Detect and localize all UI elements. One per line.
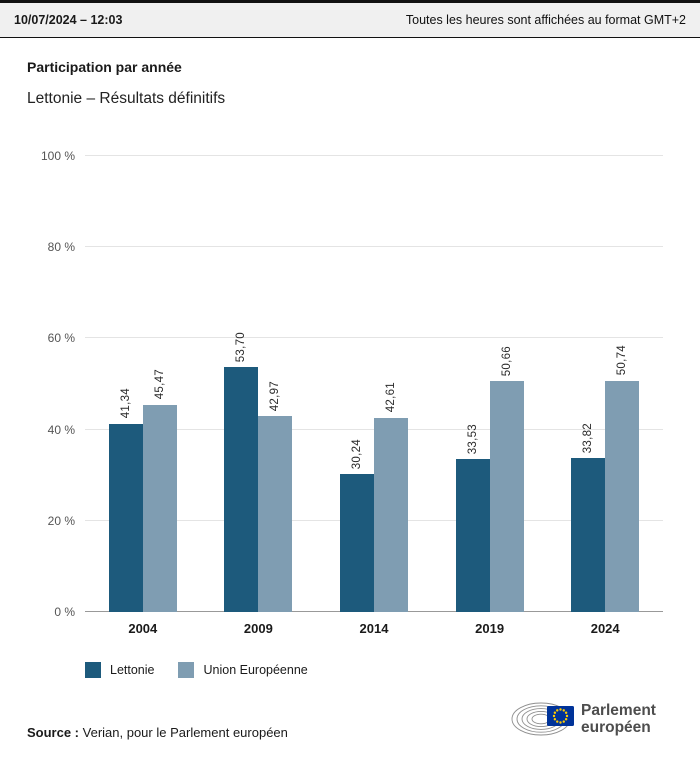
header-timezone-note: Toutes les heures sont affichées au form… [405, 13, 686, 27]
bar-value-label: 41,34 [119, 388, 132, 419]
bar-lettonie-2019 [455, 459, 490, 612]
legend-item-lettonie: Lettonie [85, 662, 154, 678]
source-text: Verian, pour le Parlement européen [82, 725, 288, 740]
x-axis-label-2004: 2004 [128, 621, 158, 636]
y-tick-label: 0 % [54, 605, 75, 619]
legend-label: Lettonie [110, 663, 155, 677]
bar-value-label: 30,24 [351, 438, 363, 470]
x-axis-label-2019: 2019 [475, 621, 505, 636]
bar-lettonie-2024 [571, 457, 606, 612]
bar-value-label: 53,70 [235, 331, 248, 363]
gridline [85, 155, 663, 156]
bar-value-label-wrap: 42,97 [258, 381, 292, 411]
bar-group-2004: 41,34 45,47 [108, 156, 177, 612]
x-axis-label-2009: 2009 [243, 621, 273, 636]
y-tick-label: 100 % [40, 149, 75, 163]
bar-value-label-wrap: 33,82 [571, 423, 605, 453]
bar-lettonie-2004 [108, 423, 143, 612]
chart-legend: Lettonie Union Européenne [85, 662, 700, 678]
eu-flag-icon [547, 706, 574, 726]
gridline [85, 246, 663, 248]
bar-value-label: 33,82 [582, 422, 595, 453]
bar-union-européenne-2019 [489, 381, 524, 612]
source-label: Source : [27, 725, 80, 740]
bar-value-label: 42,97 [269, 380, 282, 412]
y-tick-label: 80 % [47, 240, 75, 255]
bar-value-label-wrap: 41,34 [109, 388, 143, 418]
bar-value-label-wrap: 45,47 [143, 369, 177, 399]
bar-lettonie-2014 [340, 474, 374, 612]
bar-group-2019: 33,53 50,66 [455, 156, 524, 612]
bar-group-2014: 30,24 42,61 [340, 156, 408, 612]
y-tick-label: 20 % [47, 513, 75, 528]
bar-value-label-wrap: 30,24 [340, 439, 374, 469]
bar-group-2009: 53,70 42,97 [224, 156, 293, 612]
x-axis-label-2014: 2014 [359, 621, 389, 636]
bar-value-label: 50,66 [500, 345, 513, 376]
bar-value-label-wrap: 33,53 [456, 424, 490, 454]
bar-value-label-wrap: 50,74 [605, 345, 639, 375]
legend-swatch [178, 662, 195, 678]
bar-value-label: 45,47 [153, 369, 166, 400]
plot-area: 0 % 20 % 40 % 60 % 80 % 100 % 41,34 45,47 53,70 4… [41, 149, 663, 619]
bar-value-label: 50,74 [616, 345, 629, 376]
bar-union-européenne-2004 [142, 404, 177, 612]
bar-union-européenne-2024 [605, 380, 640, 612]
x-axis: 2004 2009 2014 2019 2024 [85, 612, 663, 644]
page-title: Participation par année [27, 59, 182, 75]
bar-value-label: 42,61 [385, 382, 397, 413]
bar-value-label-wrap: 53,70 [224, 332, 258, 362]
y-tick-label: 40 % [47, 422, 75, 437]
ep-logo-graphic: Parlement européen [511, 702, 656, 736]
header-datetime: 10/07/2024 – 12:03 [14, 13, 123, 27]
bar-union-européenne-2014 [374, 417, 408, 612]
header-bar: 10/07/2024 – 12:03 Toutes les heures son… [0, 0, 700, 38]
logo-text-line1: Parlement [581, 702, 656, 719]
bar-value-label: 33,53 [466, 423, 479, 455]
titles: Participation par année Lettonie – Résul… [0, 38, 700, 108]
x-axis-label-2024: 2024 [590, 621, 620, 636]
chart-subtitle: Lettonie – Résultats définitifs [27, 90, 226, 107]
eu-flag-stars [552, 708, 569, 724]
european-parliament-logo: Parlement européen [510, 693, 678, 750]
bar-value-label-wrap: 42,61 [374, 382, 408, 412]
bar-group-2024: 33,82 50,74 [571, 156, 640, 612]
legend-label: Union Européenne [203, 663, 308, 677]
bar-union-européenne-2009 [258, 416, 293, 612]
y-tick-label: 60 % [47, 331, 75, 346]
legend-item-union-européenne: Union Européenne [178, 662, 308, 678]
bar-value-label-wrap: 50,66 [490, 346, 524, 376]
logo-text-line2: européen [581, 719, 651, 736]
gridline [85, 337, 663, 339]
legend-swatch [85, 662, 101, 678]
source-note: Source : Verian, pour le Parlement europ… [27, 725, 288, 740]
bar-lettonie-2009 [224, 367, 259, 612]
